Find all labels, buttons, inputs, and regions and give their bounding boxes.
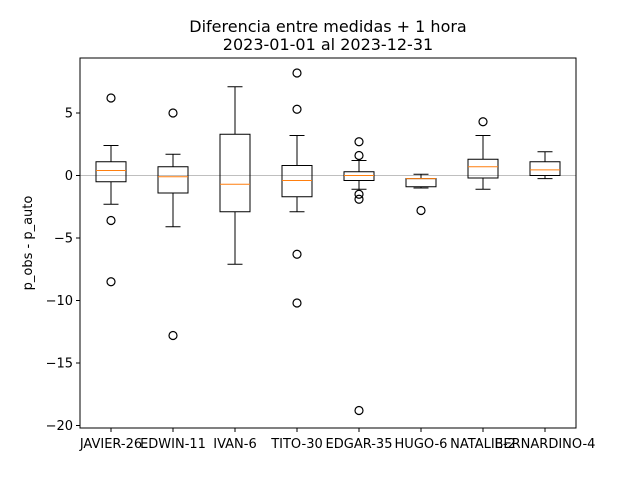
- y-axis-label: p_obs - p_auto: [21, 196, 36, 291]
- y-tick-label: −20: [46, 419, 73, 434]
- y-tick-label: −5: [54, 232, 73, 247]
- chart-subtitle: 2023-01-01 al 2023-12-31: [223, 35, 433, 54]
- box-group-tito-30: [281, 68, 313, 308]
- outlier-point: [292, 104, 302, 114]
- box-group-edgar-35: [343, 137, 375, 416]
- outlier-point: [292, 249, 302, 259]
- box-group-javier-26: [95, 93, 127, 287]
- box-group-ivan-6: [219, 86, 251, 265]
- box-iqr: [95, 161, 127, 183]
- x-tick-label: EDWIN-11: [140, 437, 206, 452]
- outlier-point: [354, 189, 364, 199]
- outlier-point: [168, 108, 178, 118]
- outlier-point: [168, 330, 178, 341]
- box-group-hugo-6: [405, 173, 437, 216]
- box-iqr: [343, 171, 375, 181]
- x-tick-label: NATALIE-2: [450, 437, 516, 452]
- chart-title: Diferencia entre medidas + 1 hora: [189, 17, 466, 36]
- x-tick-label: HUGO-6: [395, 437, 448, 452]
- box-iqr: [405, 178, 437, 188]
- x-tick-label: EDGAR-35: [326, 437, 393, 452]
- x-tick-label: BERNARDINO-4: [495, 437, 596, 452]
- outlier-point: [478, 117, 488, 127]
- outlier-point: [106, 277, 116, 287]
- box-group-edwin-11: [157, 108, 189, 341]
- outlier-point: [354, 150, 364, 161]
- outlier-point: [354, 194, 364, 204]
- box-iqr: [529, 161, 561, 176]
- x-tick-label: IVAN-6: [213, 437, 256, 452]
- x-tick-label: TITO-30: [270, 437, 323, 452]
- y-tick-label: 0: [65, 169, 73, 184]
- box-iqr: [281, 165, 313, 198]
- outlier-point: [354, 405, 364, 416]
- outlier-point: [106, 93, 116, 103]
- y-tick-label: 5: [65, 107, 73, 122]
- outlier-point: [106, 215, 116, 226]
- outlier-point: [416, 205, 426, 216]
- box-iqr: [219, 133, 251, 213]
- y-tick-label: −10: [46, 294, 73, 309]
- box-group-natalie-2: [467, 117, 499, 190]
- outlier-point: [354, 137, 364, 147]
- x-tick-label: JAVIER-26: [79, 437, 142, 452]
- box-group-bernardino-4: [529, 151, 561, 180]
- box-iqr: [157, 166, 189, 194]
- outlier-point: [292, 68, 302, 78]
- y-tick-label: −15: [46, 357, 73, 372]
- plot-frame: [79, 57, 577, 429]
- box-iqr: [467, 158, 499, 179]
- outlier-point: [292, 298, 302, 308]
